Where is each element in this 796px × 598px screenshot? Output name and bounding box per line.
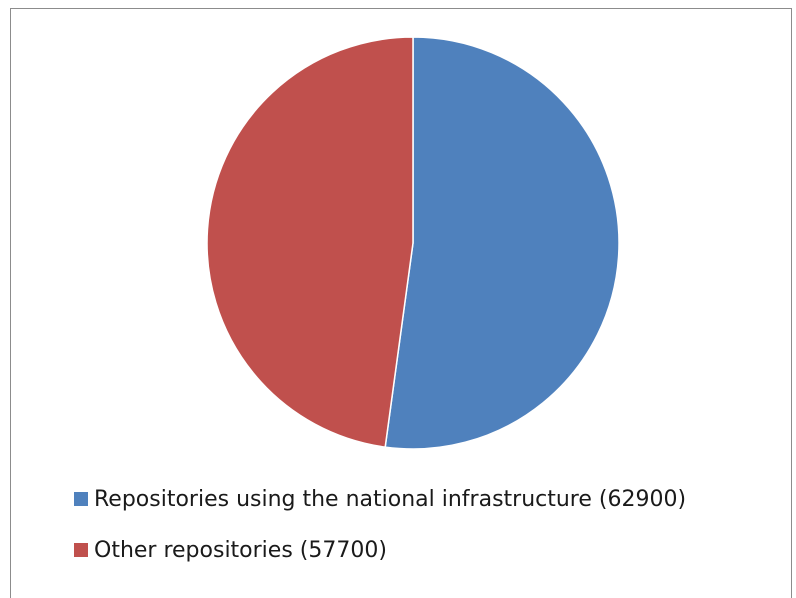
legend-label-national-infrastructure: Repositories using the national infrastr… <box>94 486 687 512</box>
legend-swatch-national-infrastructure <box>74 492 88 506</box>
legend-item-national-infrastructure: Repositories using the national infrastr… <box>74 486 686 512</box>
pie-slices <box>206 36 620 450</box>
legend-swatch-other-repositories <box>74 543 88 557</box>
pie-slice-national-infrastructure <box>384 36 620 450</box>
legend-item-other-repositories: Other repositories (57700) <box>74 537 686 563</box>
legend: Repositories using the national infrastr… <box>74 486 686 588</box>
legend-label-other-repositories: Other repositories (57700) <box>94 537 387 563</box>
pie-slice-other-repositories <box>206 36 414 448</box>
